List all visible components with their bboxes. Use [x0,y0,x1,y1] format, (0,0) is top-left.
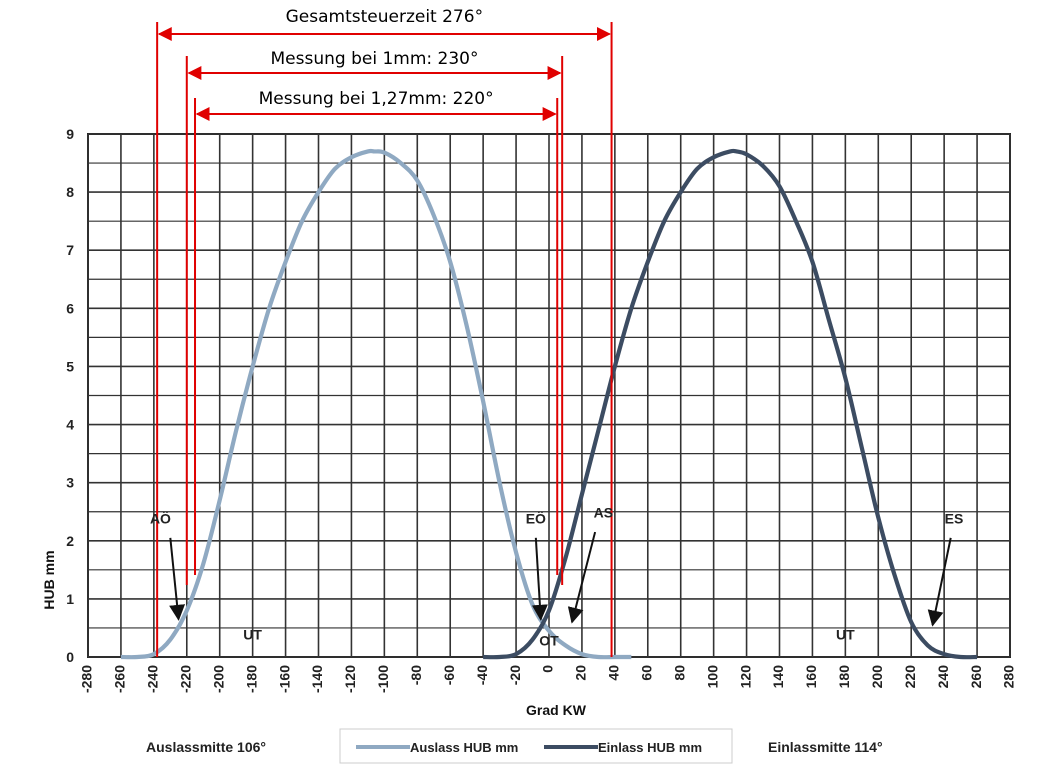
curves [120,148,978,660]
y-tick-label: 4 [66,417,74,433]
y-tick-label: 6 [66,300,74,316]
y-tick-label: 2 [66,533,74,549]
x-axis-title: Grad KW [526,702,587,718]
x-tick-label: -140 [309,665,325,693]
annotation-label: ES [945,510,964,526]
x-tick-label: 200 [869,665,885,689]
x-tick-label: 240 [935,665,951,689]
x-tick-label: -200 [210,665,226,693]
y-tick-label: 9 [66,126,74,142]
x-tick-label: -260 [112,665,128,693]
x-tick-label: -20 [507,665,523,685]
y-tick-label: 8 [66,184,74,200]
x-tick-label: -220 [177,665,193,693]
x-tick-label: 280 [1001,665,1017,689]
x-tick-label: -40 [474,665,490,685]
x-tick-label: -280 [79,665,95,693]
x-tick-label: -100 [375,665,391,693]
x-tick-label: 20 [573,665,589,681]
series-einlass-line [483,148,978,660]
y-tick-label: 3 [66,475,74,491]
grid [87,133,1011,658]
duration-markers: Gesamtsteuerzeit 276° Messung bei 1mm: 23… [156,7,613,657]
y-tick-label: 5 [66,358,74,374]
annotation-label: EÖ [526,510,546,526]
duration-marker-label: Messung bei 1,27mm: 220° [259,89,494,109]
x-tick-label: 80 [671,665,687,681]
y-tick-label: 0 [66,649,74,665]
legend-label-einlass: Einlass HUB mm [598,740,702,755]
x-tick-label: 60 [638,665,654,681]
x-tick-label: 0 [540,665,556,673]
x-tick-label: 40 [606,665,622,681]
annotation-label: AS [594,505,613,521]
annotation-arrow [531,537,548,621]
x-tick-label: 260 [968,665,984,689]
duration-marker-label: Messung bei 1mm: 230° [270,49,478,69]
y-axis-title: HUB mm [41,550,57,609]
annotation-arrow [567,531,597,624]
x-tick-label: 160 [803,665,819,689]
x-tick-label: 220 [902,665,918,689]
ticks: -280 -260 -240 -220 -200 -180 -160 -140 -120 -100… [66,126,1017,693]
annotations: AÖ EÖ AS ES UT OT UT [150,505,963,649]
annotation-label: AÖ [150,510,171,526]
x-tick-label: 180 [836,665,852,689]
x-tick-label: 100 [704,665,720,689]
x-tick-label: 140 [770,665,786,689]
x-tick-label: -240 [145,665,161,693]
annotation-arrow [927,537,952,627]
y-tick-label: 7 [66,242,74,258]
legend-label-auslass: Auslass HUB mm [410,740,518,755]
x-tick-label: -180 [243,665,259,693]
footer-right-label: Einlassmitte 114° [768,739,883,755]
duration-marker-label: Gesamtsteuerzeit 276° [286,7,483,27]
x-tick-label: -80 [408,665,424,685]
footer-left-label: Auslassmitte 106° [146,739,266,755]
x-tick-label: 120 [737,665,753,689]
x-tick-label: -160 [276,665,292,693]
legend: Auslass HUB mm Einlass HUB mm [339,728,733,764]
x-tick-label: -120 [342,665,358,693]
annotation-label: UT [243,627,262,643]
x-tick-label: -60 [441,665,457,685]
annotation-label: UT [836,627,855,643]
annotation-arrow [169,537,186,621]
annotation-label: OT [539,632,559,648]
series-auslass-line [120,148,632,660]
y-tick-label: 1 [66,591,74,607]
